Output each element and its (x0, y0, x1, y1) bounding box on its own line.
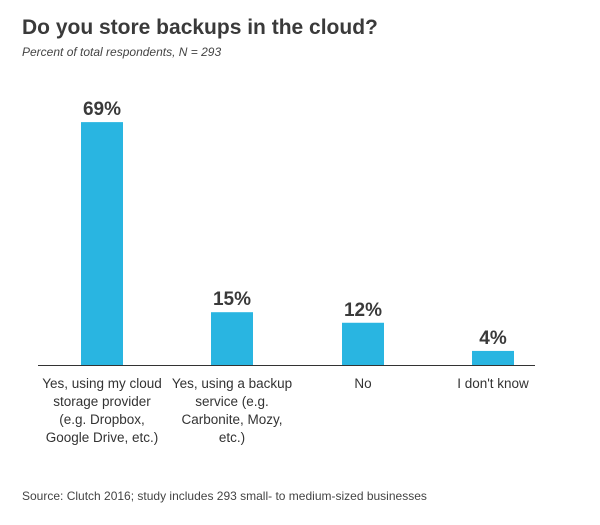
category-label: Yes, using my cloud storage provider (e.… (42, 376, 162, 445)
bar (81, 122, 123, 366)
category-label: I don't know (457, 376, 529, 391)
value-label: 4% (479, 328, 507, 349)
value-label: 12% (344, 300, 382, 321)
value-label: 69% (83, 99, 121, 120)
bar (211, 312, 253, 365)
bar (342, 322, 384, 365)
category-label: Yes, using a backup service (e.g. Carbon… (171, 376, 293, 445)
chart-title: Do you store backups in the cloud? (22, 16, 378, 39)
bar (472, 350, 514, 365)
chart-subtitle: Percent of total respondents, N = 293 (22, 45, 222, 59)
source-note: Source: Clutch 2016; study includes 293 … (22, 489, 427, 503)
value-label: 15% (213, 289, 251, 310)
category-label: No (354, 376, 372, 391)
